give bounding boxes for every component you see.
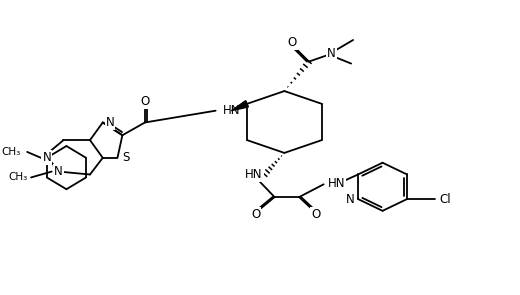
Text: N: N bbox=[327, 47, 336, 60]
Text: CH₃: CH₃ bbox=[1, 147, 20, 157]
Text: N: N bbox=[106, 116, 114, 129]
Text: O: O bbox=[140, 95, 150, 108]
Text: N: N bbox=[346, 193, 355, 206]
Text: HN: HN bbox=[245, 168, 263, 181]
Text: S: S bbox=[122, 151, 130, 164]
Text: HN: HN bbox=[328, 177, 345, 190]
Text: Cl: Cl bbox=[439, 193, 451, 206]
Text: O: O bbox=[251, 208, 261, 221]
Text: CH₃: CH₃ bbox=[8, 173, 27, 182]
Polygon shape bbox=[231, 101, 249, 111]
Text: HN: HN bbox=[223, 104, 240, 117]
Text: O: O bbox=[288, 37, 297, 50]
Text: O: O bbox=[311, 208, 320, 221]
Text: N: N bbox=[54, 165, 63, 178]
Text: N: N bbox=[43, 151, 51, 164]
